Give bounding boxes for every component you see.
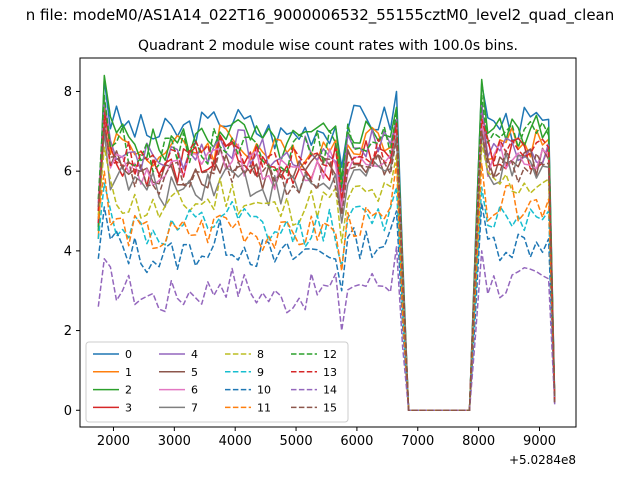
legend-label-0: 0 [125, 348, 132, 361]
x-tick-label: 6000 [340, 434, 373, 449]
series-line-8 [97, 142, 556, 412]
x-tick-label: 3000 [158, 434, 191, 449]
series-layer [97, 74, 556, 412]
figure-suptitle: n file: modeM0/AS1A14_022T16_9000006532_… [26, 6, 615, 25]
x-tick-label: 2000 [97, 434, 130, 449]
legend-label-14: 14 [323, 384, 337, 397]
legend-label-9: 9 [257, 366, 264, 379]
x-offset-label: +5.0284e8 [509, 453, 576, 467]
legend-label-7: 7 [191, 401, 198, 414]
plot-frame [79, 57, 577, 428]
legend-label-13: 13 [323, 366, 337, 379]
legend-label-1: 1 [125, 366, 132, 379]
y-tick-label: 8 [64, 85, 72, 100]
chart-title: Quadrant 2 module wise count rates with … [138, 38, 518, 54]
legend-label-8: 8 [257, 348, 264, 361]
legend-label-3: 3 [125, 401, 132, 414]
x-tick-label: 5000 [280, 434, 313, 449]
series-line-10 [97, 202, 556, 412]
series-line-15 [97, 126, 556, 412]
x-tick-label: 4000 [219, 434, 252, 449]
y-tick-label: 6 [64, 165, 72, 180]
legend-label-4: 4 [191, 348, 198, 361]
legend-label-5: 5 [191, 366, 198, 379]
y-tick-label: 2 [64, 324, 72, 339]
series-line-11 [97, 162, 556, 412]
legend-box [85, 341, 349, 423]
y-tick-label: 4 [64, 244, 72, 259]
legend-label-12: 12 [323, 348, 337, 361]
legend-label-10: 10 [257, 384, 271, 397]
legend-label-11: 11 [257, 401, 271, 414]
legend-label-6: 6 [191, 384, 198, 397]
legend-label-15: 15 [323, 401, 337, 414]
x-tick-label: 8000 [462, 434, 495, 449]
y-tick-label: 0 [64, 404, 72, 419]
x-tick-label: 7000 [401, 434, 434, 449]
legend-label-2: 2 [125, 384, 132, 397]
axes: 2000 3000 4000 5000 6000 7000 8000 9000 0 2 4 6 8 [64, 85, 556, 449]
x-tick-label: 9000 [523, 434, 556, 449]
series-line-14 [97, 246, 556, 412]
